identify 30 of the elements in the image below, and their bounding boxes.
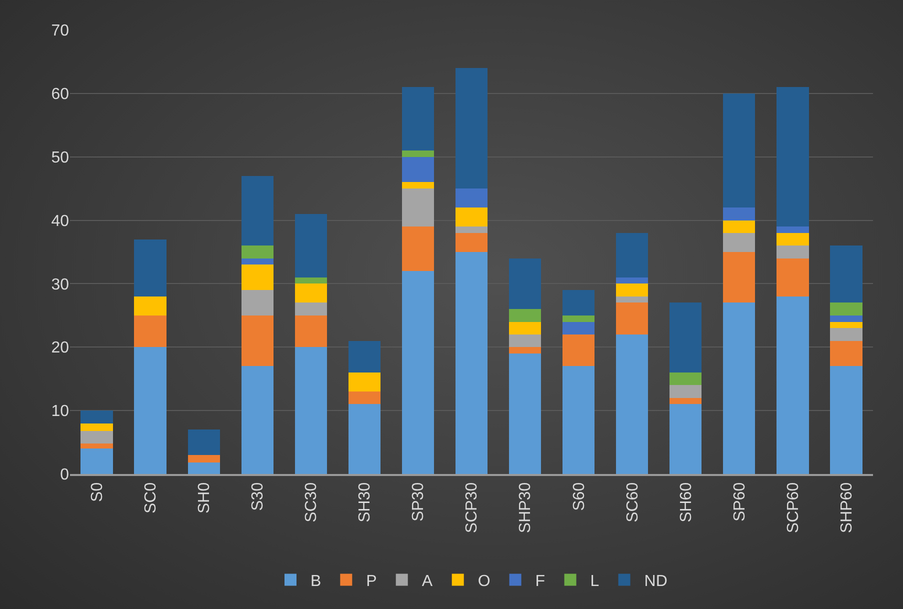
y-tick-label: 40 [51,212,70,230]
y-tick-label: 60 [51,86,70,104]
x-tick-label: SH0 [196,482,214,514]
x-tick-label: S60 [570,482,588,511]
x-tick-label: SCP60 [784,482,802,534]
x-tick-label: S30 [250,482,267,511]
y-tick-label: 0 [60,466,70,484]
x-tick-label: SC30 [303,482,320,522]
y-tick-label: 70 [51,22,70,40]
y-tick-label: 50 [51,149,70,166]
x-tick-label: SC60 [624,482,642,522]
x-tick-label: SH60 [678,482,695,522]
x-tick-label: SP60 [731,482,748,522]
y-tick-label: 30 [51,276,70,294]
y-tick-label: 20 [51,340,70,357]
legend-label: ND [644,572,668,590]
legend-label: P [366,572,377,590]
legend-label: A [422,572,433,590]
x-tick-label: SHP60 [838,482,856,534]
x-tick-label: S0 [88,482,106,502]
x-tick-label: SC0 [142,482,160,514]
y-tick-label: 10 [51,403,70,420]
x-tick-label: SH30 [356,482,374,522]
legend-label: L [590,572,600,590]
legend-label: F [535,572,546,590]
x-tick-label: SP30 [410,482,428,522]
legend-label: B [310,572,322,590]
legend-label: O [478,572,490,590]
x-tick-label: SCP30 [464,482,481,534]
x-tick-label: SHP30 [517,482,534,534]
